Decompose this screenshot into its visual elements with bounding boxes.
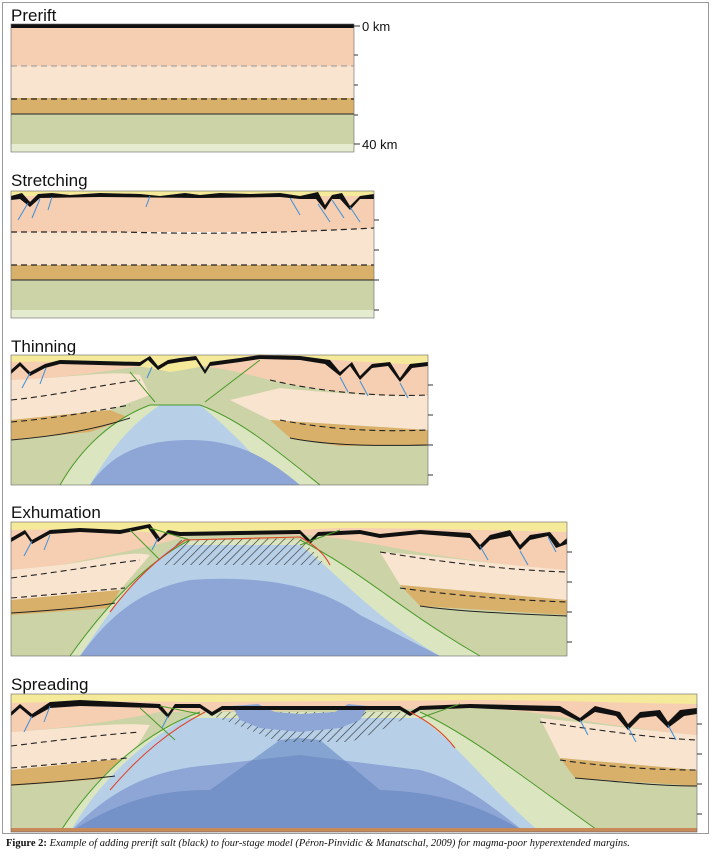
mantle-layer	[11, 114, 354, 144]
depth-label-bottom: 40 km	[362, 137, 397, 152]
faults	[17, 195, 361, 223]
panel-exhumation: Exhumation	[10, 503, 572, 657]
salt-layer	[11, 24, 354, 28]
panel-title-prerift: Prerift	[11, 6, 57, 25]
salt-layer	[11, 700, 697, 730]
panel-stretching: Stretching	[10, 171, 379, 319]
detachment-fault	[109, 536, 331, 613]
faults	[23, 705, 677, 743]
panel-title-exhumation: Exhumation	[11, 503, 101, 522]
middle-crust-layer	[11, 66, 354, 98]
panel-spreading: Spreading	[10, 675, 702, 833]
exhumed-mantle-hatch	[160, 538, 325, 565]
depth-axis: 0 km 40 km	[354, 19, 397, 152]
salt-layer	[11, 192, 374, 210]
detachment-fault	[109, 711, 456, 791]
upper-crust-layer	[11, 26, 354, 66]
figure-frame	[2, 2, 709, 834]
caption-text: Example of adding prerift salt (black) t…	[49, 838, 630, 849]
depth-label-top: 0 km	[362, 19, 390, 34]
panel-prerift: Prerift 0 km 40 km	[10, 6, 397, 153]
oceanic-crust	[232, 704, 368, 732]
salt-layer	[11, 524, 567, 550]
panel-title-stretching: Stretching	[11, 171, 88, 190]
panel-thinning: Thinning	[10, 337, 433, 486]
faults	[23, 534, 557, 566]
lower-crust-layer	[11, 98, 354, 114]
lower-mantle-layer	[11, 144, 354, 152]
caption-label: Figure 2:	[6, 838, 47, 849]
panel-title-thinning: Thinning	[11, 337, 76, 356]
panel-title-spreading: Spreading	[11, 675, 89, 694]
faults	[21, 366, 409, 399]
salt-layer	[11, 355, 428, 382]
figure-caption: Figure 2: Example of adding prerift salt…	[6, 838, 709, 849]
